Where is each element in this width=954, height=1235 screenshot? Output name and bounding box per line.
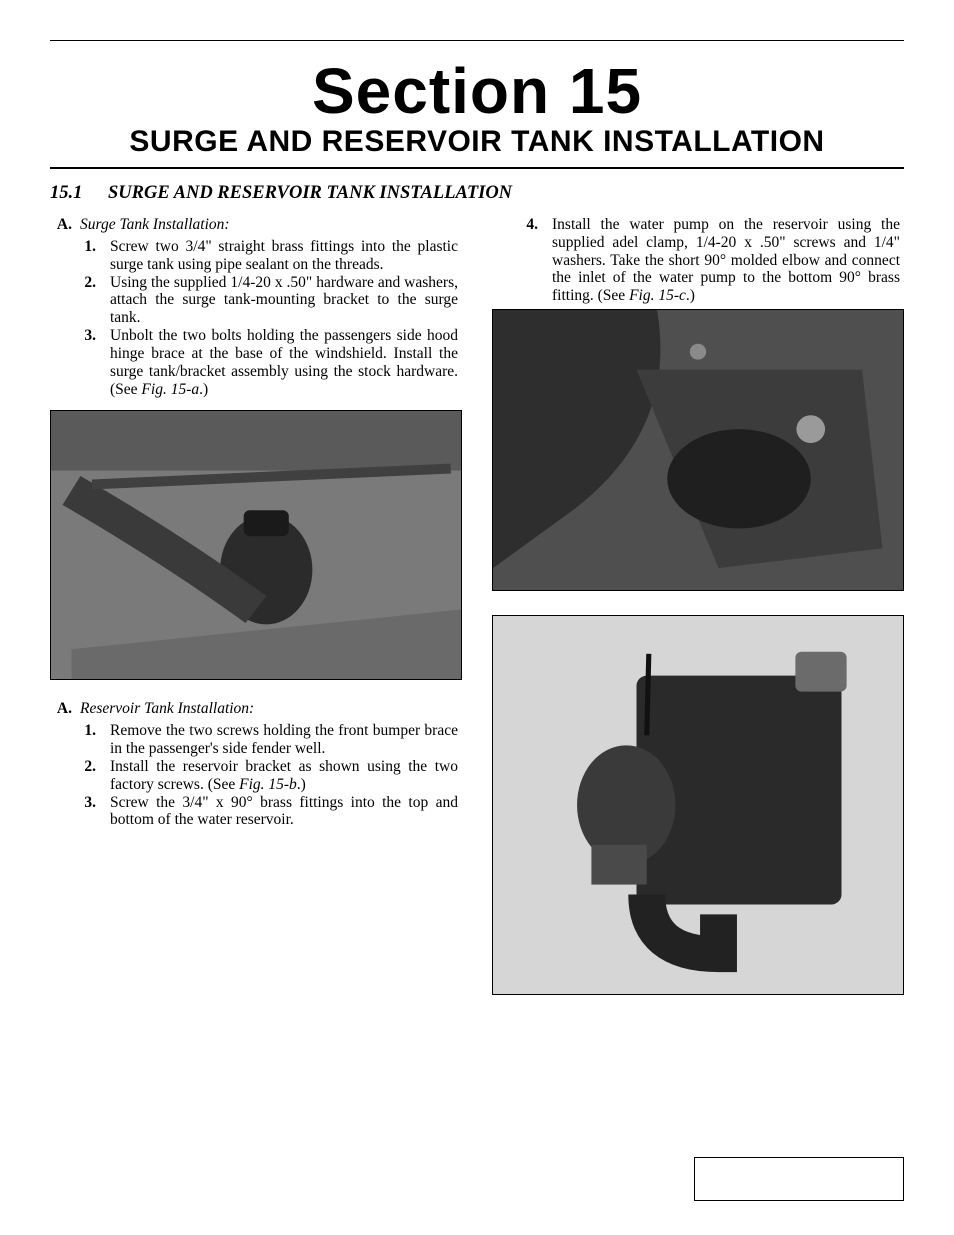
step-number: 1. (50, 238, 110, 274)
right-column: 4. Install the water pump on the reservo… (492, 216, 904, 1015)
figure-15c (492, 615, 904, 995)
step-text: Screw two 3/4" straight brass fittings i… (110, 238, 462, 274)
list-item: 1. Remove the two screws holding the fro… (50, 722, 462, 758)
surge-steps: 1. Screw two 3/4" straight brass fitting… (50, 238, 462, 398)
two-column-layout: A. Surge Tank Installation: 1. Screw two… (50, 216, 904, 1015)
step-text: Using the supplied 1/4-20 x .50" hard­wa… (110, 274, 462, 327)
list-item: 3. Screw the 3/4" x 90° brass fittings i… (50, 794, 462, 830)
list-item: 2. Install the reservoir bracket as show… (50, 758, 462, 794)
photo-placeholder-icon (493, 616, 903, 994)
photo-placeholder-icon (493, 310, 903, 590)
group-label: Reservoir Tank Installation: (80, 700, 254, 718)
figure-15a (50, 410, 462, 680)
step-number: 2. (50, 274, 110, 327)
step-number: 1. (50, 722, 110, 758)
section-subtitle: SURGE AND RESERVOIR TANK INSTALLATION (50, 125, 904, 159)
reservoir-steps: 1. Remove the two screws holding the fro… (50, 722, 462, 829)
list-item: 1. Screw two 3/4" straight brass fitting… (50, 238, 462, 274)
section-heading: 15.1 SURGE AND RESERVOIR TANK INSTALLATI… (50, 183, 904, 204)
group-label: Surge Tank Installation: (80, 216, 230, 234)
figure-15b (492, 309, 904, 591)
step-number: 4. (522, 216, 552, 305)
top-rule (50, 40, 904, 41)
section-title: Section 15 (50, 59, 904, 123)
step-text: Remove the two screws holding the front … (110, 722, 462, 758)
figure-ref: Fig. 15-a (141, 381, 199, 398)
step-text: Install the reservoir bracket as shown u… (110, 758, 462, 794)
group-letter: A. (50, 700, 80, 718)
left-column: A. Surge Tank Installation: 1. Screw two… (50, 216, 462, 1015)
photo-placeholder-icon (51, 411, 461, 679)
step-number: 2. (50, 758, 110, 794)
group-letter: A. (50, 216, 80, 234)
figure-ref: Fig. 15-b (239, 776, 297, 793)
section-heading-number: 15.1 (50, 183, 88, 204)
step-number: 3. (50, 327, 110, 398)
section-heading-text: SURGE AND RESERVOIR TANK INSTALLATION (108, 183, 512, 204)
list-item: 2. Using the supplied 1/4-20 x .50" hard… (50, 274, 462, 327)
list-item: 4. Install the water pump on the reservo… (522, 216, 904, 305)
figure-ref: Fig. 15-c (629, 287, 686, 304)
step-text: Install the water pump on the reservoir … (552, 216, 904, 305)
step-text: Screw the 3/4" x 90° brass fittings into… (110, 794, 462, 830)
page-number-box (694, 1157, 904, 1201)
step-number: 3. (50, 794, 110, 830)
list-item: 3. Unbolt the two bolts holding the pas­… (50, 327, 462, 398)
group-a-surge: A. Surge Tank Installation: (50, 216, 462, 234)
title-rule (50, 167, 904, 169)
group-a-reservoir: A. Reservoir Tank Installation: (50, 700, 462, 718)
step-text: Unbolt the two bolts holding the pas­sen… (110, 327, 462, 398)
